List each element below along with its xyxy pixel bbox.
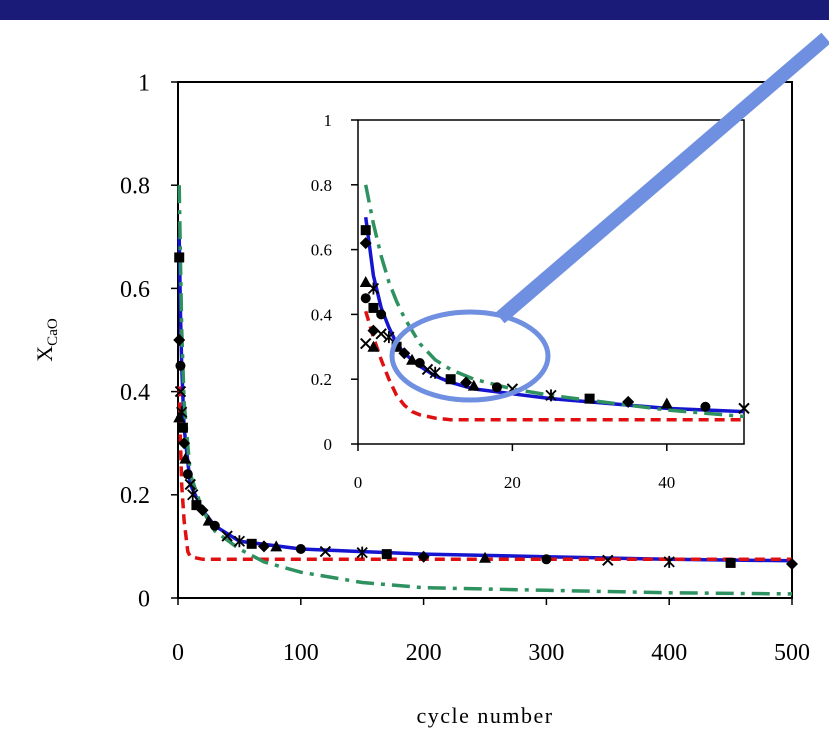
main-series-group (173, 185, 798, 596)
main-y-tick-label: 1 (138, 70, 150, 96)
inset-y-tick-label: 0.2 (311, 370, 332, 389)
main-y-tick-label: 0.6 (120, 277, 150, 303)
main-data-point (221, 530, 233, 542)
main-data-point (479, 551, 491, 563)
inset-data-point (467, 379, 480, 391)
inset-y-tick-label: 0 (324, 435, 333, 454)
main-data-point (381, 549, 392, 560)
main-data-point (187, 488, 199, 501)
main-x-tick-label: 400 (651, 640, 687, 666)
main-data-point (233, 535, 246, 548)
inset-data-point (367, 340, 380, 352)
inset-axis-ticks: 0 20 40 0 0.2 0.4 0.6 0.8 1 (311, 111, 676, 492)
inset-x-tick-label: 20 (504, 473, 521, 492)
inset-data-point (429, 366, 441, 379)
main-data-point (174, 252, 185, 263)
main-data-point (173, 334, 186, 346)
main-series-line-green (177, 185, 793, 596)
inset-y-tick-label: 0.6 (311, 241, 332, 260)
main-data-point (786, 557, 798, 570)
main-y-tick-label: 0 (138, 586, 150, 612)
inset-series-group (359, 184, 750, 422)
inset-data-point (421, 363, 434, 376)
main-x-tick-label: 0 (172, 640, 184, 666)
inset-data-point (367, 282, 380, 295)
inset-data-point (491, 382, 502, 393)
inset-series-line-green (363, 184, 745, 419)
main-data-point (174, 385, 187, 398)
inset-y-tick-label: 1 (324, 111, 333, 130)
main-y-tick-label: 0.2 (120, 483, 150, 509)
main-data-point (319, 545, 332, 558)
inset-x-tick-label: 0 (354, 473, 363, 492)
main-y-tick-label: 0.4 (120, 380, 150, 406)
main-x-tick-label: 500 (774, 640, 810, 666)
main-data-point (191, 500, 202, 511)
inset-data-point (360, 225, 371, 236)
inset-data-point (360, 293, 371, 304)
main-data-point (602, 554, 614, 567)
inset-data-point (445, 374, 456, 385)
inset-data-point (383, 331, 395, 344)
main-data-point (173, 411, 186, 423)
main-data-point (246, 538, 257, 549)
inset-data-point (367, 324, 380, 337)
main-x-tick-label: 100 (283, 640, 319, 666)
inset-data-point (359, 237, 372, 250)
main-data-point (417, 550, 430, 563)
title-banner (0, 0, 829, 20)
main-data-point (295, 543, 306, 554)
main-data-point (184, 478, 196, 491)
main-data-point (175, 360, 186, 371)
main-x-tick-label: 200 (406, 640, 442, 666)
inset-data-point (360, 337, 372, 350)
main-data-point (356, 546, 368, 559)
inset-data-point (584, 393, 595, 404)
inset-data-point (700, 401, 711, 412)
inset-data-point (376, 309, 387, 320)
main-y-tick-label: 0.8 (120, 174, 150, 200)
y-axis-subscript: CaO (45, 318, 61, 346)
inset-series-line-red (364, 310, 744, 422)
inset-y-tick-label: 0.8 (311, 176, 332, 195)
main-data-point (725, 557, 736, 568)
callout-pointer (495, 32, 829, 324)
inset-data-point (660, 397, 673, 409)
main-data-point (177, 422, 188, 433)
y-axis-title: XCaO (32, 318, 61, 362)
main-data-point (182, 469, 193, 480)
inset-y-tick-label: 0.4 (311, 305, 333, 324)
main-data-point (196, 504, 209, 517)
inset-data-point (375, 328, 387, 340)
main-x-tick-label: 300 (528, 640, 564, 666)
inset-x-tick-label: 40 (658, 473, 675, 492)
main-series-line-red (177, 386, 792, 562)
callout-ellipse (389, 309, 551, 403)
main-data-point (663, 555, 675, 568)
inset-data-point (391, 341, 402, 352)
main-data-point (541, 554, 552, 565)
main-data-point (270, 540, 283, 552)
inset-data-point (460, 376, 473, 389)
inset-data-point (398, 347, 411, 360)
main-data-point (178, 437, 191, 450)
main-data-point (179, 452, 192, 464)
inset-data-point (622, 395, 635, 408)
main-data-point (176, 406, 188, 419)
y-axis-label: X (32, 346, 57, 362)
main-data-point (209, 520, 220, 531)
main-data-point (257, 540, 270, 553)
x-axis-title: cycle number (416, 703, 553, 728)
inset-data-point (545, 389, 557, 402)
inset-data-point (368, 302, 379, 313)
inset-data-point (738, 402, 750, 415)
